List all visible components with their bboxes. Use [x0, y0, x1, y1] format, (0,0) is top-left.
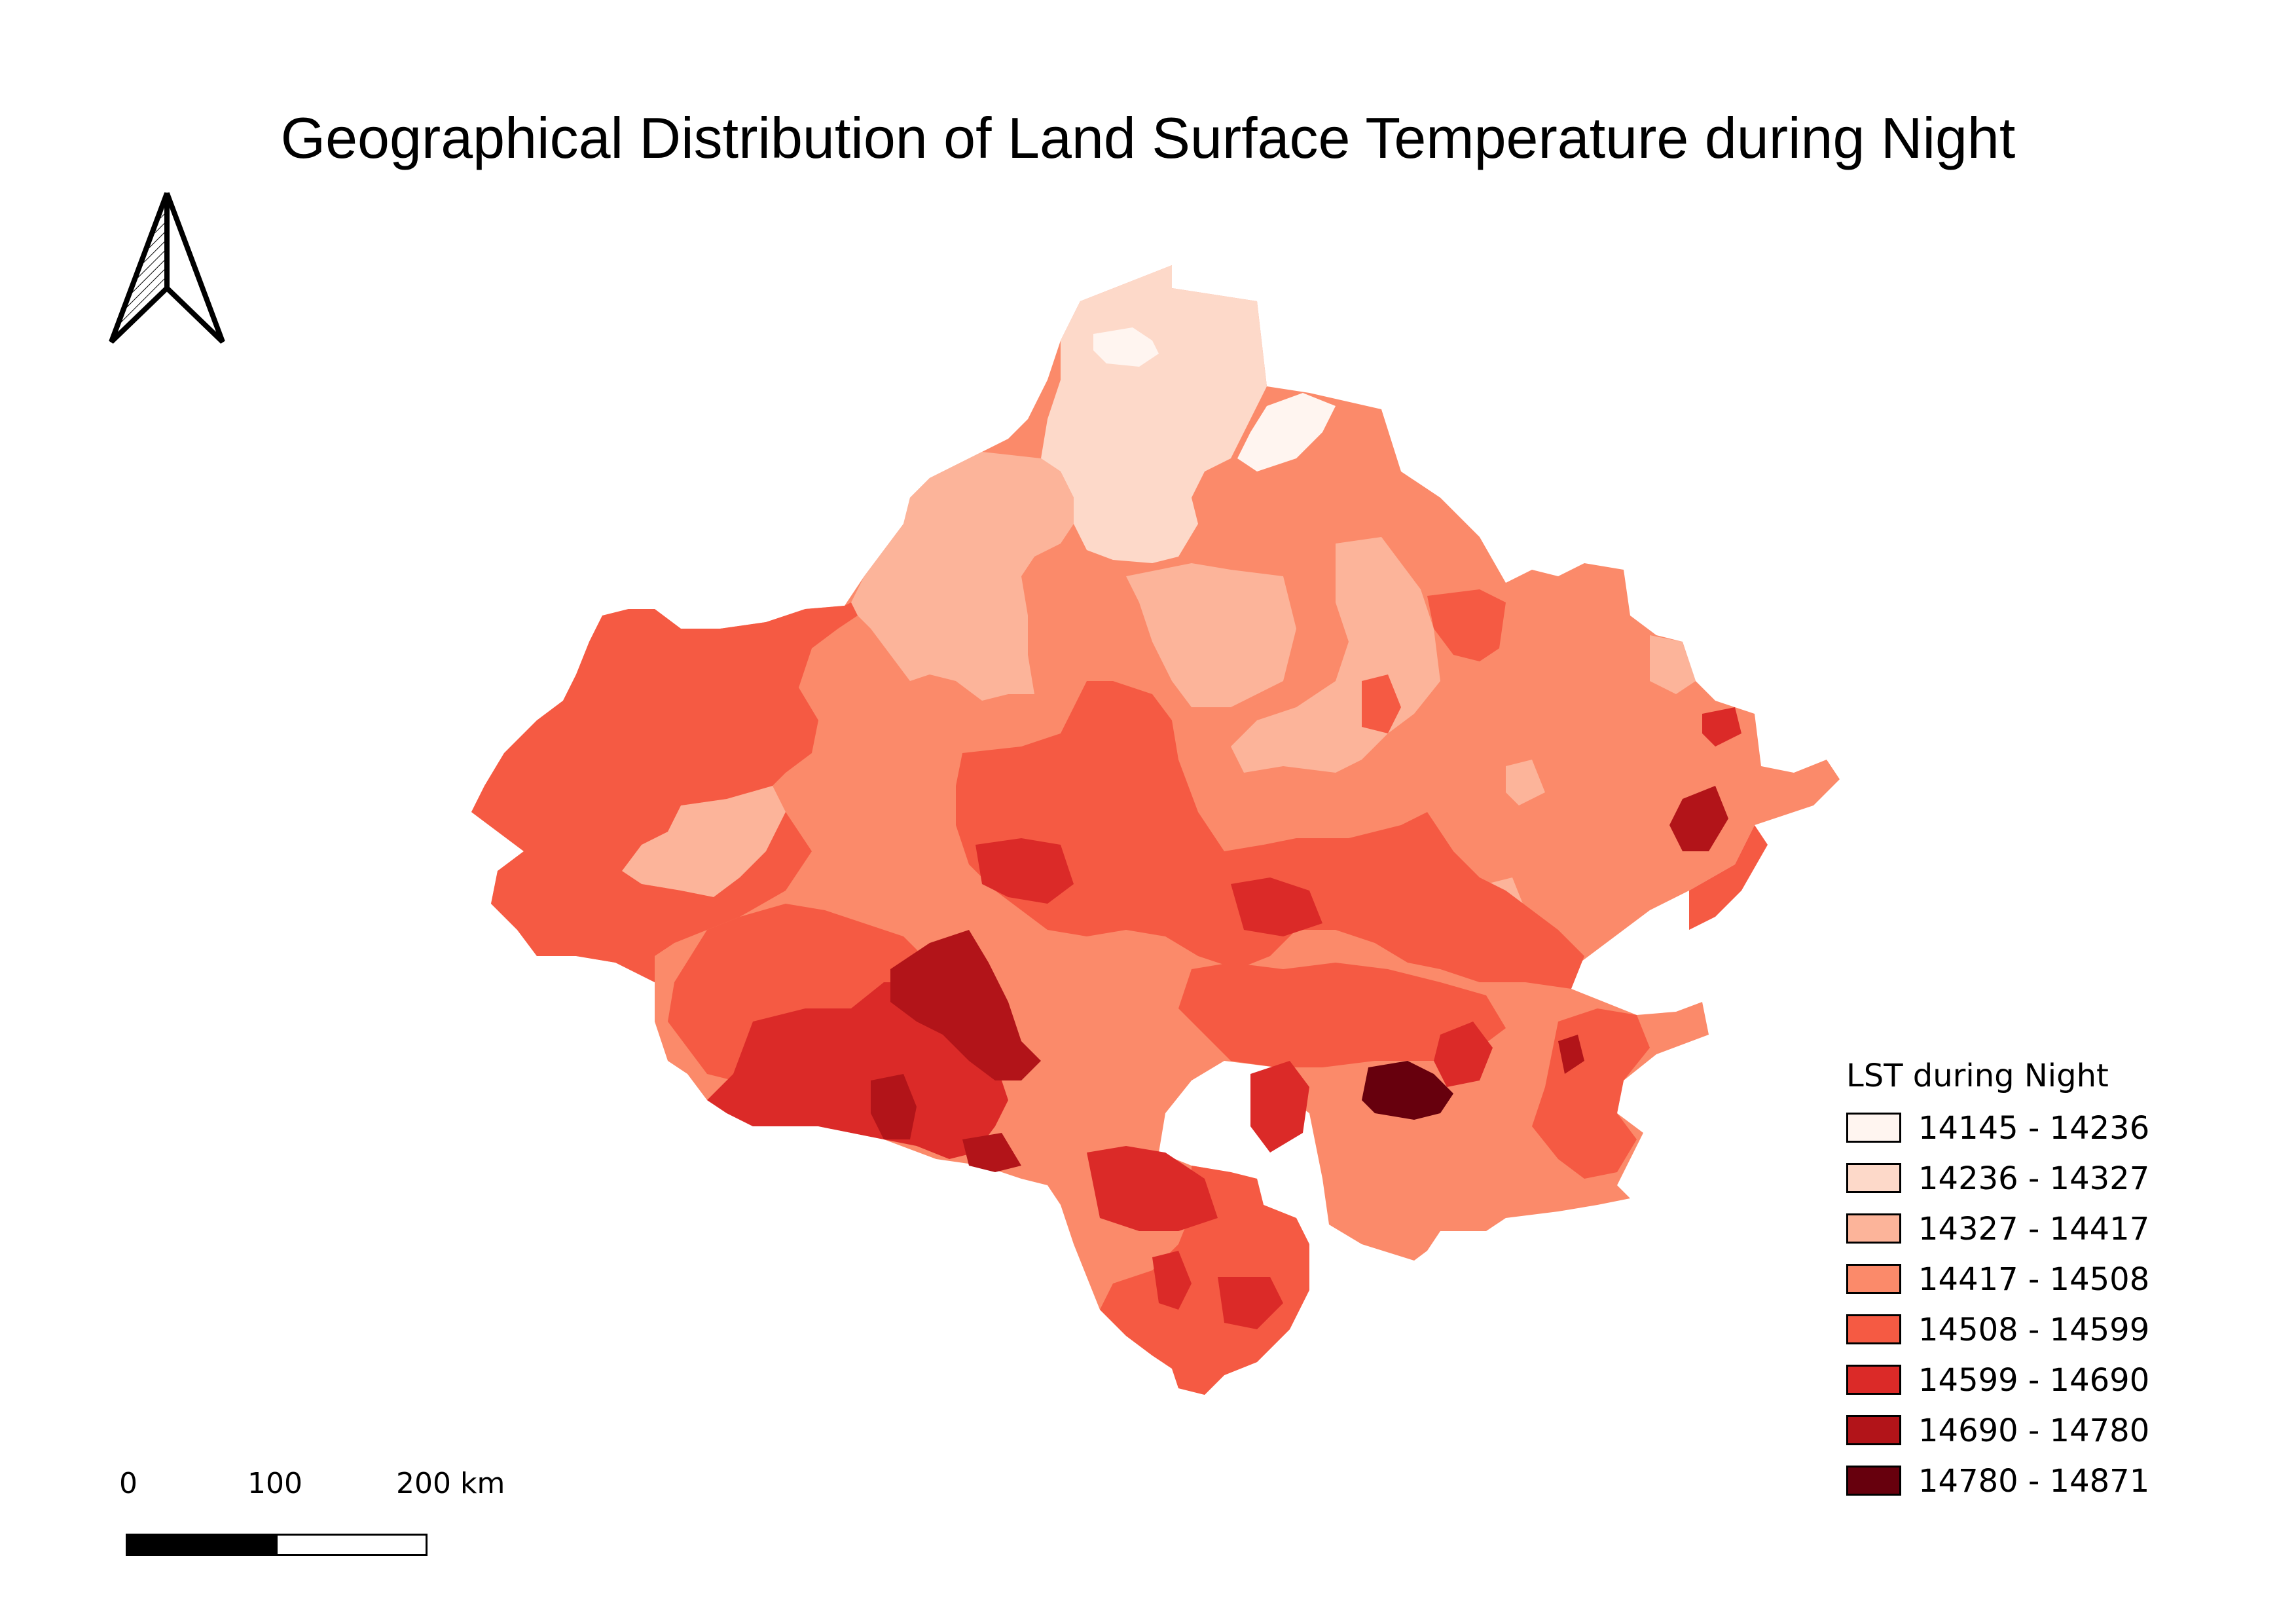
- region-northwest-band: [851, 452, 1074, 701]
- legend-swatch: [1846, 1113, 1901, 1143]
- north-arrow-icon: [109, 192, 225, 344]
- legend-label: 14599 - 14690: [1918, 1362, 2150, 1399]
- legend-item: 14417 - 14508: [1846, 1261, 2187, 1301]
- legend-label: 14417 - 14508: [1918, 1261, 2150, 1298]
- region-east-small-light: [1650, 635, 1696, 694]
- scale-bar-segment-dark: [126, 1534, 278, 1556]
- region-west-large: [471, 602, 858, 982]
- legend-label: 14145 - 14236: [1918, 1110, 2150, 1147]
- region-south-red-1: [1087, 1146, 1218, 1231]
- region-central-band: [956, 681, 1584, 989]
- legend-swatch: [1846, 1466, 1901, 1496]
- legend: LST during Night 14145 - 14236 14236 - 1…: [1846, 1058, 2187, 1516]
- region-south-lower: [1100, 1166, 1309, 1395]
- region-east-red: [1702, 707, 1741, 747]
- region-south-red-3: [1218, 1277, 1283, 1329]
- legend-swatch: [1846, 1415, 1901, 1445]
- region-central-red-2: [1231, 877, 1322, 936]
- region-ne-light: [1506, 760, 1545, 805]
- region-south-central: [1178, 963, 1506, 1067]
- map-title: Geographical Distribution of Land Surfac…: [280, 105, 2016, 170]
- legend-label: 14690 - 14780: [1918, 1412, 2150, 1449]
- scale-label-200: 200 km: [396, 1467, 505, 1500]
- legend-item: 14327 - 14417: [1846, 1211, 2187, 1250]
- legend-item: 14780 - 14871: [1846, 1463, 2187, 1502]
- legend-label: 14780 - 14871: [1918, 1463, 2150, 1500]
- region-central-light: [1126, 563, 1296, 707]
- legend-swatch: [1846, 1314, 1901, 1344]
- legend-title: LST during Night: [1846, 1058, 2109, 1094]
- legend-swatch: [1846, 1213, 1901, 1244]
- scale-bar: 0 100 200 km: [111, 1467, 530, 1565]
- legend-item: 14508 - 14599: [1846, 1312, 2187, 1351]
- region-southeast-red: [1434, 1022, 1493, 1087]
- region-southcenter-red: [1250, 1061, 1309, 1153]
- legend-swatch: [1846, 1365, 1901, 1395]
- legend-swatch: [1846, 1264, 1901, 1294]
- scale-label-0: 0: [119, 1467, 137, 1500]
- scale-bar-segment-light: [276, 1534, 428, 1556]
- region-northeast-block: [1427, 589, 1506, 661]
- region-southeast-darkest: [1362, 1061, 1453, 1120]
- region-southwest-darkred: [890, 930, 1041, 1080]
- region-north-white-1: [1093, 327, 1159, 367]
- region-southwest-darkred-2: [962, 1133, 1021, 1172]
- legend-swatch: [1846, 1163, 1901, 1193]
- region-south-red-2: [1152, 1251, 1192, 1310]
- legend-item: 14236 - 14327: [1846, 1160, 2187, 1200]
- region-west-light: [622, 786, 786, 897]
- legend-item: 14599 - 14690: [1846, 1362, 2187, 1401]
- region-east-darkred-2: [1558, 1035, 1584, 1074]
- legend-item: 14145 - 14236: [1846, 1110, 2187, 1149]
- legend-label: 14236 - 14327: [1918, 1160, 2150, 1197]
- region-southwest-medium: [668, 904, 943, 1080]
- legend-label: 14508 - 14599: [1918, 1312, 2150, 1348]
- region-north-white-2: [1237, 393, 1336, 471]
- region-east-block: [1362, 674, 1401, 733]
- region-east-darkred: [1669, 786, 1728, 851]
- legend-item: 14690 - 14780: [1846, 1412, 2187, 1452]
- legend-label: 14327 - 14417: [1918, 1211, 2150, 1247]
- region-south-darkred: [871, 1074, 917, 1139]
- scale-label-100: 100: [247, 1467, 302, 1500]
- region-central-red: [975, 838, 1074, 904]
- region-east-edge: [1689, 825, 1768, 930]
